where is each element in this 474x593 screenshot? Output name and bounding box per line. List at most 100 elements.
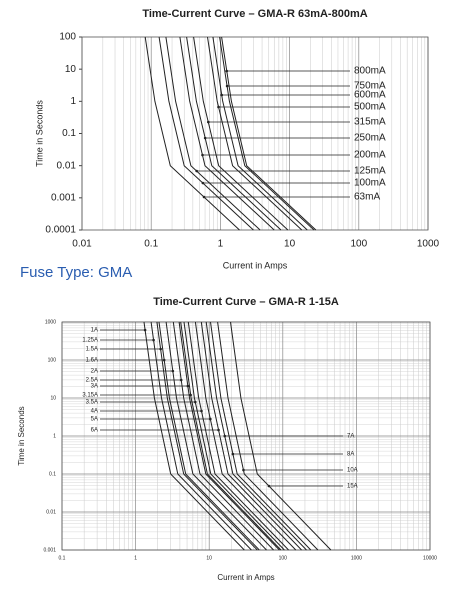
y-tick-label: 0.001 xyxy=(43,547,56,553)
curve xyxy=(186,36,282,231)
pointer-head xyxy=(203,136,207,140)
x-tick-label: 0.1 xyxy=(144,239,158,250)
legend-label: 600mA xyxy=(354,90,386,101)
pointer-head xyxy=(217,105,220,109)
x-tick-label: 1000 xyxy=(417,239,440,250)
pointer-head xyxy=(209,417,212,421)
pointer-head xyxy=(193,400,197,404)
legend-label: 1A xyxy=(91,328,98,334)
y-tick-label: 0.1 xyxy=(49,471,56,477)
y-tick-label: 0.01 xyxy=(46,509,56,515)
pointer-head xyxy=(217,428,220,432)
x-tick-label: 0.1 xyxy=(59,555,66,561)
plot-frame xyxy=(81,36,429,231)
curve xyxy=(207,36,303,231)
pointer-head xyxy=(206,120,210,124)
x-tick-label: 1000 xyxy=(351,555,362,561)
legend-label: 750mA xyxy=(354,81,386,92)
pointer-head xyxy=(201,181,205,185)
pointer-head xyxy=(231,452,235,456)
legend-label: 8A xyxy=(347,452,354,458)
legend-label: 500mA xyxy=(354,102,386,113)
x-tick-label: 1 xyxy=(134,555,137,561)
legend-label: 3.15A xyxy=(82,393,98,399)
legend-label: 1.6A xyxy=(86,358,98,364)
curve xyxy=(210,321,312,551)
curve xyxy=(194,321,297,551)
pointer-head xyxy=(223,434,227,438)
legend-label: 100mA xyxy=(354,178,386,189)
pointer-head xyxy=(200,409,203,413)
curve xyxy=(193,36,289,231)
y-tick-label: 0.0001 xyxy=(45,225,76,236)
curve xyxy=(178,321,280,551)
curve xyxy=(165,321,267,551)
pointer-head xyxy=(242,468,245,472)
pointer-head xyxy=(195,169,198,173)
legend-label: 1.25A xyxy=(82,338,98,344)
y-tick-label: 100 xyxy=(59,32,76,43)
plot-frame xyxy=(61,321,431,551)
pointer-head xyxy=(225,69,229,73)
pointer-head xyxy=(152,338,155,342)
legend-label: 800mA xyxy=(354,66,386,77)
legend-label: 5A xyxy=(91,417,98,423)
pointer-head xyxy=(162,358,166,362)
curve xyxy=(230,321,332,551)
curve xyxy=(183,321,285,551)
pointer-head xyxy=(267,484,271,488)
curve xyxy=(217,321,319,551)
legend-label: 200mA xyxy=(354,150,386,161)
y-tick-label: 1000 xyxy=(45,319,56,325)
y-tick-label: 0.1 xyxy=(62,128,76,139)
legend-label: 4A xyxy=(91,409,98,415)
y-tick-label: 0.01 xyxy=(57,160,77,171)
pointer-head xyxy=(220,93,224,97)
pointer-head xyxy=(202,195,206,199)
legend-label: 250mA xyxy=(354,133,386,144)
pointer-head xyxy=(179,378,183,382)
curve xyxy=(158,36,254,231)
curve xyxy=(165,36,261,231)
pointer-head xyxy=(201,153,204,157)
x-tick-label: 10000 xyxy=(423,555,437,561)
y-tick-label: 10 xyxy=(65,64,77,75)
pointer-head xyxy=(143,328,147,332)
x-axis-title: Current in Amps xyxy=(223,260,288,270)
pointer-head xyxy=(159,347,162,351)
x-tick-label: 0.01 xyxy=(72,239,92,250)
pointer-head xyxy=(186,384,190,388)
legend-label: 6A xyxy=(91,428,98,434)
curve xyxy=(172,321,274,551)
chart-title: Time-Current Curve – GMA-R 1-15A xyxy=(153,296,339,308)
legend-label: 15A xyxy=(347,484,358,490)
curve xyxy=(221,36,317,231)
legend-label: 2A xyxy=(91,369,98,375)
y-tick-label: 0.001 xyxy=(51,192,76,203)
x-tick-label: 10 xyxy=(206,555,212,561)
legend-label: 315mA xyxy=(354,117,386,128)
curve xyxy=(179,36,275,231)
legend-label: 10A xyxy=(347,468,358,474)
curve xyxy=(180,321,282,551)
x-tick-label: 100 xyxy=(350,239,367,250)
curve xyxy=(219,36,315,231)
x-tick-label: 10 xyxy=(284,239,296,250)
legend-label: 2.5A xyxy=(86,378,98,384)
curve xyxy=(212,36,308,231)
curve xyxy=(200,321,302,551)
x-tick-label: 100 xyxy=(279,555,288,561)
y-tick-label: 10 xyxy=(50,395,56,401)
legend-label: 3.5A xyxy=(86,400,98,406)
chart-title: Time-Current Curve – GMA-R 63mA-800mA xyxy=(142,8,367,20)
y-axis-title: Time in Seconds xyxy=(17,406,26,465)
legend-label: 125mA xyxy=(354,166,386,177)
pointer-head xyxy=(189,393,192,397)
x-tick-label: 1 xyxy=(218,239,224,250)
y-tick-label: 1 xyxy=(53,433,56,439)
heading: Fuse Type: GMA xyxy=(20,264,132,281)
x-axis-title: Current in Amps xyxy=(217,573,274,582)
y-axis-title: Time in Seconds xyxy=(34,100,44,167)
legend-label: 3A xyxy=(91,384,98,390)
